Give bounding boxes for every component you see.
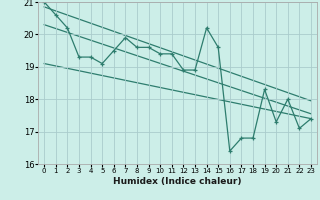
X-axis label: Humidex (Indice chaleur): Humidex (Indice chaleur) xyxy=(113,177,242,186)
